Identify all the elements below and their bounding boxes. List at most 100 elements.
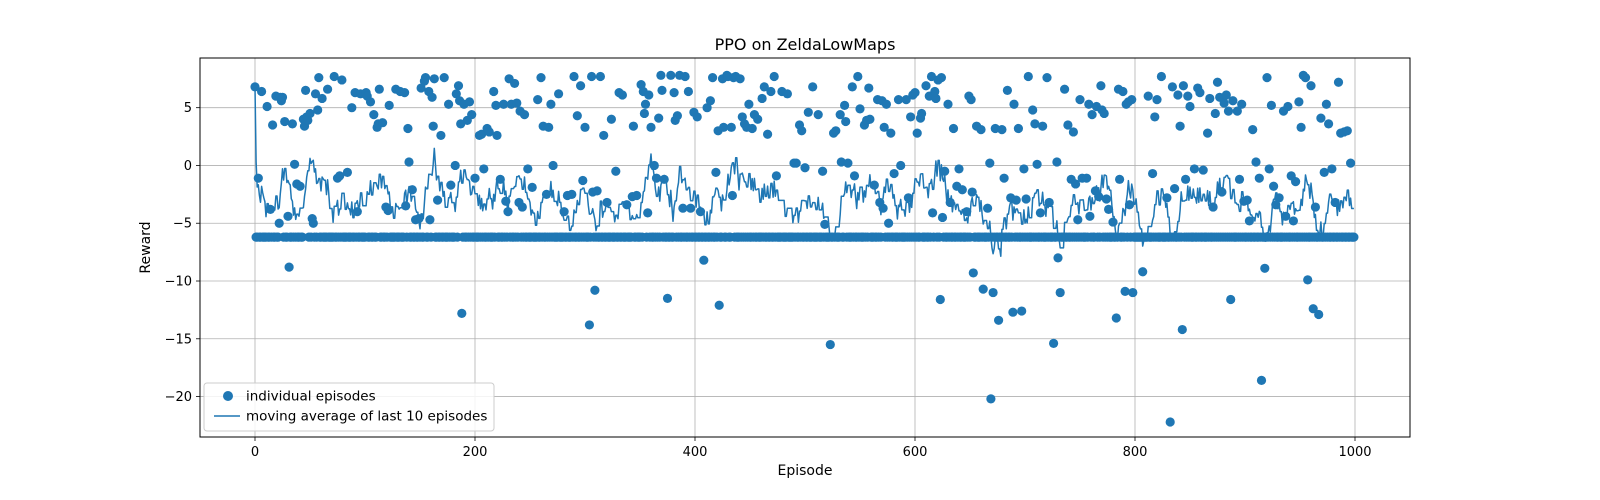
data-point	[1271, 200, 1281, 210]
data-point	[265, 204, 275, 214]
data-point	[584, 320, 595, 330]
data-point	[962, 207, 972, 217]
y-tick-label: −15	[165, 332, 192, 347]
data-point	[1269, 181, 1279, 191]
data-point	[657, 85, 667, 95]
data-point	[313, 105, 323, 115]
data-point	[988, 287, 998, 298]
data-point	[446, 180, 456, 190]
data-point	[1189, 164, 1199, 174]
data-point	[1306, 81, 1316, 91]
data-point	[425, 215, 435, 225]
data-point	[544, 122, 554, 132]
data-point	[1009, 99, 1019, 109]
data-point	[978, 284, 988, 294]
data-point	[546, 99, 556, 109]
data-point	[523, 164, 533, 174]
data-point	[864, 83, 874, 93]
data-point	[896, 160, 906, 171]
data-point	[1248, 125, 1258, 135]
data-point	[277, 92, 288, 102]
data-point	[818, 166, 828, 176]
data-point	[893, 95, 904, 105]
data-point	[940, 166, 950, 176]
data-point	[536, 73, 546, 83]
data-point	[966, 95, 976, 105]
x-axis-title: Episode	[778, 463, 833, 479]
data-point	[301, 85, 311, 95]
x-tick-label: 400	[683, 445, 708, 460]
data-point	[337, 75, 347, 85]
data-point	[1150, 112, 1160, 122]
data-point	[314, 73, 324, 83]
data-point	[936, 73, 947, 83]
data-point	[477, 129, 487, 139]
data-point	[572, 111, 582, 121]
data-point	[280, 116, 290, 127]
legend-label-line: moving average of last 10 episodes	[246, 409, 487, 425]
data-point	[849, 171, 860, 181]
data-point	[436, 130, 446, 141]
x-tick-label: 0	[251, 445, 259, 460]
data-point	[492, 130, 502, 141]
data-point	[886, 128, 896, 138]
data-point	[869, 180, 879, 190]
data-point	[1266, 100, 1276, 110]
data-point	[1042, 73, 1052, 83]
data-point	[945, 197, 955, 208]
data-point	[937, 212, 948, 223]
data-point	[1223, 106, 1234, 116]
data-point	[1319, 167, 1329, 177]
data-point	[1127, 95, 1137, 105]
data-point	[1346, 158, 1356, 168]
legend: individual episodes moving average of la…	[203, 382, 495, 432]
data-point	[576, 81, 586, 91]
data-point	[611, 166, 621, 176]
data-point	[317, 93, 327, 104]
data-point	[997, 125, 1007, 135]
data-point	[1104, 204, 1114, 214]
data-point	[726, 122, 736, 132]
data-point	[599, 130, 609, 141]
data-point	[1296, 122, 1306, 132]
data-point	[1232, 106, 1242, 116]
data-point	[903, 193, 914, 203]
data-point	[1152, 95, 1162, 105]
data-point	[295, 181, 305, 191]
data-point	[753, 114, 763, 124]
data-point	[662, 293, 673, 303]
data-point	[766, 86, 776, 97]
data-point	[855, 104, 865, 114]
data-point	[335, 171, 345, 181]
data-point	[1023, 71, 1033, 82]
data-point	[1115, 174, 1125, 184]
data-point	[489, 86, 499, 97]
y-tick-label: −20	[165, 390, 192, 405]
data-point	[578, 175, 588, 186]
data-point	[1148, 168, 1158, 179]
data-point	[1178, 81, 1188, 91]
data-point	[983, 203, 993, 213]
data-point	[1303, 275, 1313, 285]
data-point	[879, 122, 889, 132]
data-point	[567, 189, 577, 199]
data-point	[931, 93, 941, 104]
data-point	[420, 73, 431, 83]
data-point	[654, 113, 664, 123]
data-point	[407, 185, 417, 195]
data-point	[680, 71, 690, 82]
data-point	[1124, 200, 1135, 210]
x-tick-label: 1000	[1338, 445, 1371, 460]
data-point	[928, 208, 938, 218]
data-point	[1170, 183, 1180, 194]
data-point	[763, 129, 773, 139]
data-point	[985, 158, 995, 168]
data-point	[1242, 195, 1252, 205]
data-point	[1205, 93, 1215, 104]
data-point	[843, 158, 853, 168]
data-point	[283, 211, 293, 221]
data-point	[702, 103, 712, 113]
data-point	[865, 114, 875, 124]
data-point	[994, 315, 1004, 325]
